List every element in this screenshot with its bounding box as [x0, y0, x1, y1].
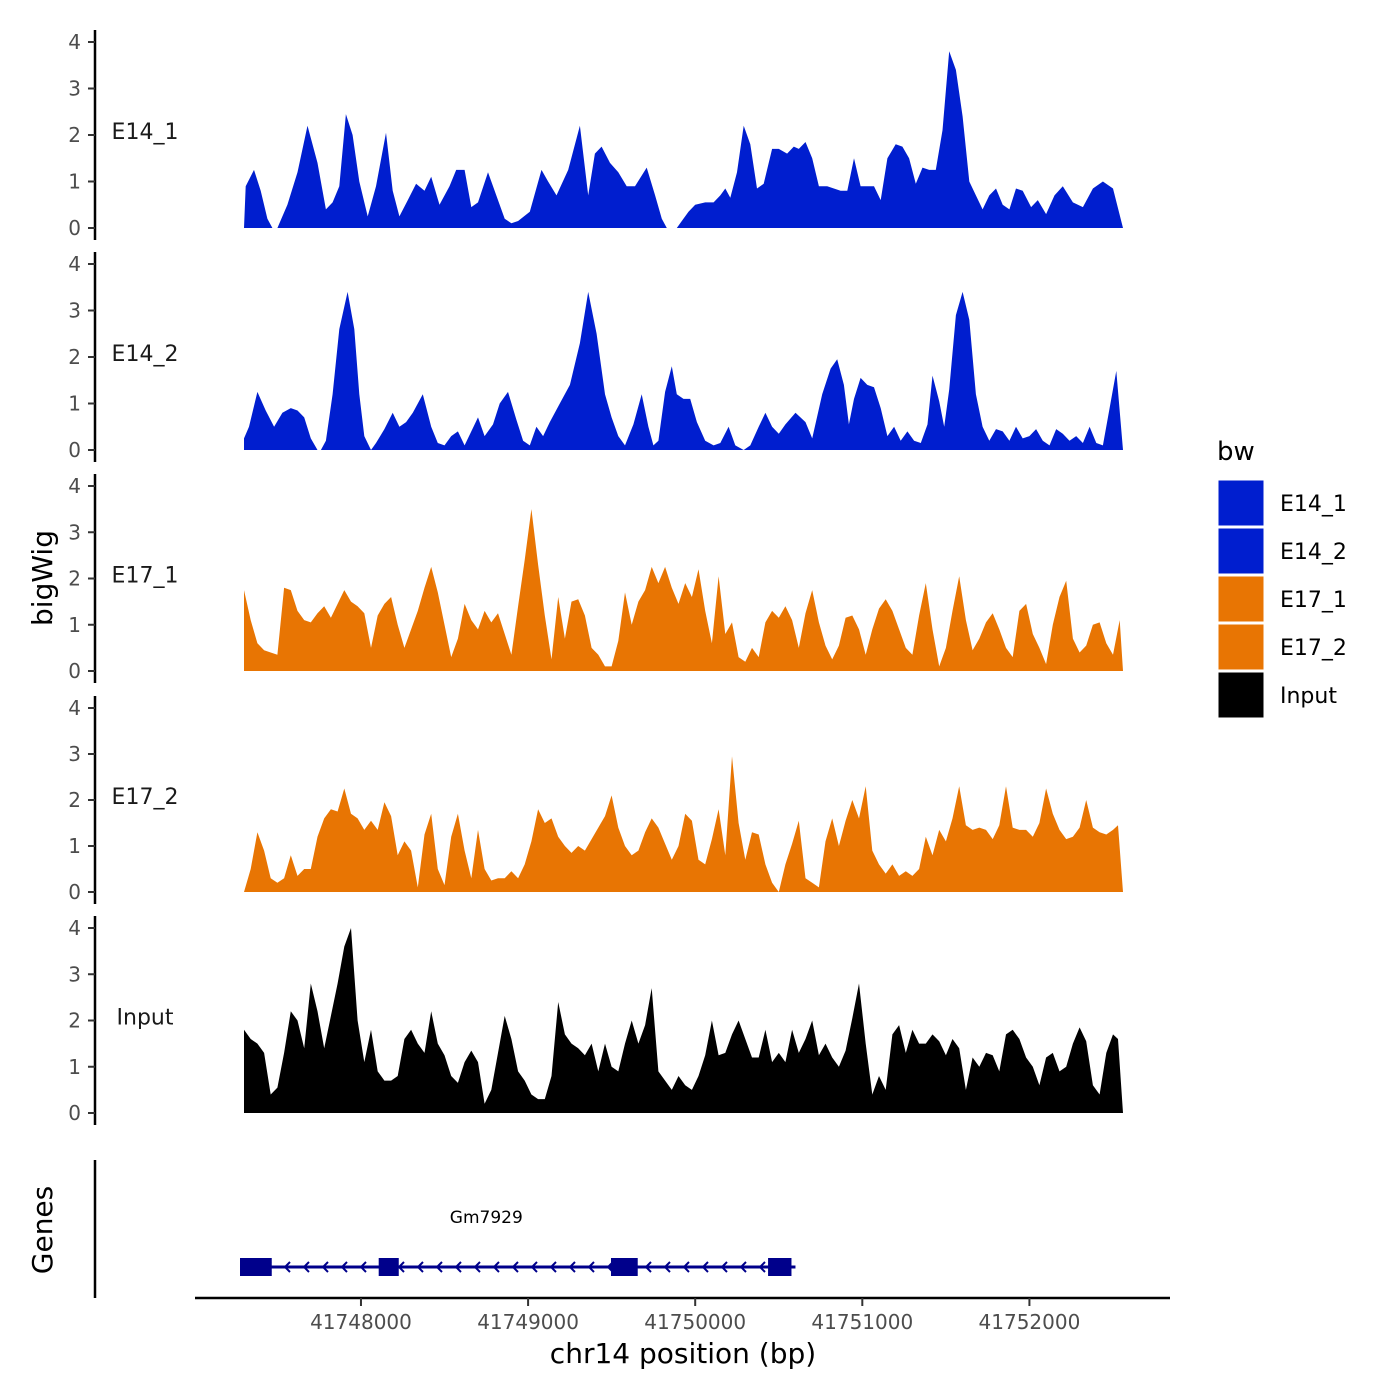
strand-chevron-icon	[530, 1261, 538, 1273]
y-tick-label: 3	[68, 299, 81, 323]
y-tick-label: 2	[68, 788, 81, 812]
gene-exon	[240, 1258, 272, 1276]
strand-chevron-icon	[511, 1261, 519, 1273]
track-e14-1: 0 1 2 3 4 E14_1	[68, 30, 1123, 240]
gene-exon	[610, 1258, 638, 1276]
strand-chevron-icon	[701, 1261, 709, 1273]
gene-exon	[378, 1258, 399, 1276]
legend-label: E14_1	[1280, 492, 1347, 517]
y-tick-label: 2	[68, 345, 81, 369]
y-tick-label: 4	[68, 252, 81, 276]
strand-chevron-icon	[302, 1261, 310, 1273]
legend-label: E14_2	[1280, 540, 1347, 565]
track-e17-2: 0 1 2 3 4 E17_2	[68, 696, 1123, 904]
y-tick-label: 4	[68, 696, 81, 720]
legend-item: E17_2	[1217, 623, 1347, 671]
tracks-layer: 0 1 2 3 4 E14_1 0 1 2 3 4 E14_2 0 1 2 3 4 E17_1 0 1 2 3 4 E17_2…	[68, 30, 1123, 1125]
track-label: E14_1	[112, 120, 179, 145]
legend-swatch	[1217, 479, 1265, 527]
y-tick-label: 3	[68, 742, 81, 766]
strand-chevron-icon	[682, 1261, 690, 1273]
x-tick-label: 41750000	[644, 1310, 746, 1334]
legend-item: E14_1	[1217, 479, 1347, 527]
genes-axis-title: Genes	[26, 1186, 59, 1274]
y-tick-label: 2	[68, 567, 81, 591]
y-tick-label: 4	[68, 474, 81, 498]
strand-chevron-icon	[758, 1261, 766, 1273]
strand-chevron-icon	[720, 1261, 728, 1273]
legend-item: E17_1	[1217, 575, 1347, 623]
legend-swatch	[1217, 527, 1265, 575]
strand-chevron-icon	[739, 1261, 747, 1273]
y-tick-label: 0	[68, 659, 81, 683]
x-tick-label: 41751000	[811, 1310, 913, 1334]
legend-swatch	[1217, 575, 1265, 623]
y-tick-label: 2	[68, 1009, 81, 1033]
signal-area	[244, 291, 1123, 450]
y-tick-label: 0	[68, 1101, 81, 1125]
genes-layer: Gm7929	[93, 1160, 796, 1298]
y-tick-label: 0	[68, 880, 81, 904]
x-axis: 41748000 41749000 41750000 41751000 41752000	[195, 1296, 1170, 1334]
signal-area	[244, 509, 1123, 671]
y-tick-label: 3	[68, 77, 81, 101]
track-e17-1: 0 1 2 3 4 E17_1	[68, 474, 1123, 683]
strand-chevron-icon	[492, 1261, 500, 1273]
strand-chevron-icon	[473, 1261, 481, 1273]
strand-chevron-icon	[568, 1261, 576, 1273]
y-tick-label: 3	[68, 520, 81, 544]
legend-label: E17_1	[1280, 588, 1347, 613]
strand-chevron-icon	[549, 1261, 557, 1273]
legend: bw E14_1 E14_2 E17_1 E17_2 Input	[1217, 437, 1347, 719]
legend-label: Input	[1280, 684, 1337, 709]
strand-chevron-icon	[435, 1261, 443, 1273]
y-tick-label: 4	[68, 916, 81, 940]
legend-label: E17_2	[1280, 636, 1347, 661]
strand-chevron-icon	[359, 1261, 367, 1273]
y-tick-label: 1	[68, 834, 81, 858]
strand-chevron-icon	[321, 1261, 329, 1273]
x-tick-label: 41749000	[477, 1310, 579, 1334]
y-tick-label: 2	[68, 123, 81, 147]
track-e14-2: 0 1 2 3 4 E14_2	[68, 252, 1123, 462]
track-input: 0 1 2 3 4 Input	[68, 916, 1123, 1125]
y-tick-label: 0	[68, 216, 81, 240]
y-tick-label: 1	[68, 392, 81, 416]
track-label: E17_1	[112, 564, 179, 589]
y-tick-label: 1	[68, 1055, 81, 1079]
y-tick-label: 1	[68, 613, 81, 637]
strand-chevron-icon	[416, 1261, 424, 1273]
legend-title: bw	[1217, 437, 1255, 467]
legend-item: Input	[1217, 671, 1337, 719]
legend-swatch	[1217, 623, 1265, 671]
gene-exon	[768, 1258, 792, 1276]
strand-chevron-icon	[340, 1261, 348, 1273]
signal-area	[244, 756, 1123, 892]
x-tick-label: 41752000	[979, 1310, 1081, 1334]
legend-swatch	[1217, 671, 1265, 719]
track-label: E17_2	[112, 785, 179, 810]
strand-chevron-icon	[587, 1261, 595, 1273]
strand-chevron-icon	[283, 1261, 291, 1273]
strand-chevron-icon	[397, 1261, 405, 1273]
y-tick-label: 3	[68, 962, 81, 986]
gene-label: Gm7929	[450, 1208, 523, 1228]
signal-area	[244, 51, 1123, 228]
strand-chevron-icon	[454, 1261, 462, 1273]
strand-chevron-icon	[663, 1261, 671, 1273]
y-axis-title: bigWig	[26, 530, 59, 626]
y-tick-label: 0	[68, 438, 81, 462]
signal-area	[244, 928, 1123, 1113]
y-tick-label: 1	[68, 170, 81, 194]
x-tick-label: 41748000	[310, 1310, 412, 1334]
track-label: Input	[117, 1006, 174, 1031]
legend-item: E14_2	[1217, 527, 1347, 575]
strand-chevron-icon	[644, 1261, 652, 1273]
gene-model: Gm7929	[240, 1208, 796, 1276]
track-label: E14_2	[112, 342, 179, 367]
x-axis-title: chr14 position (bp)	[550, 1337, 816, 1370]
y-tick-label: 4	[68, 30, 81, 54]
